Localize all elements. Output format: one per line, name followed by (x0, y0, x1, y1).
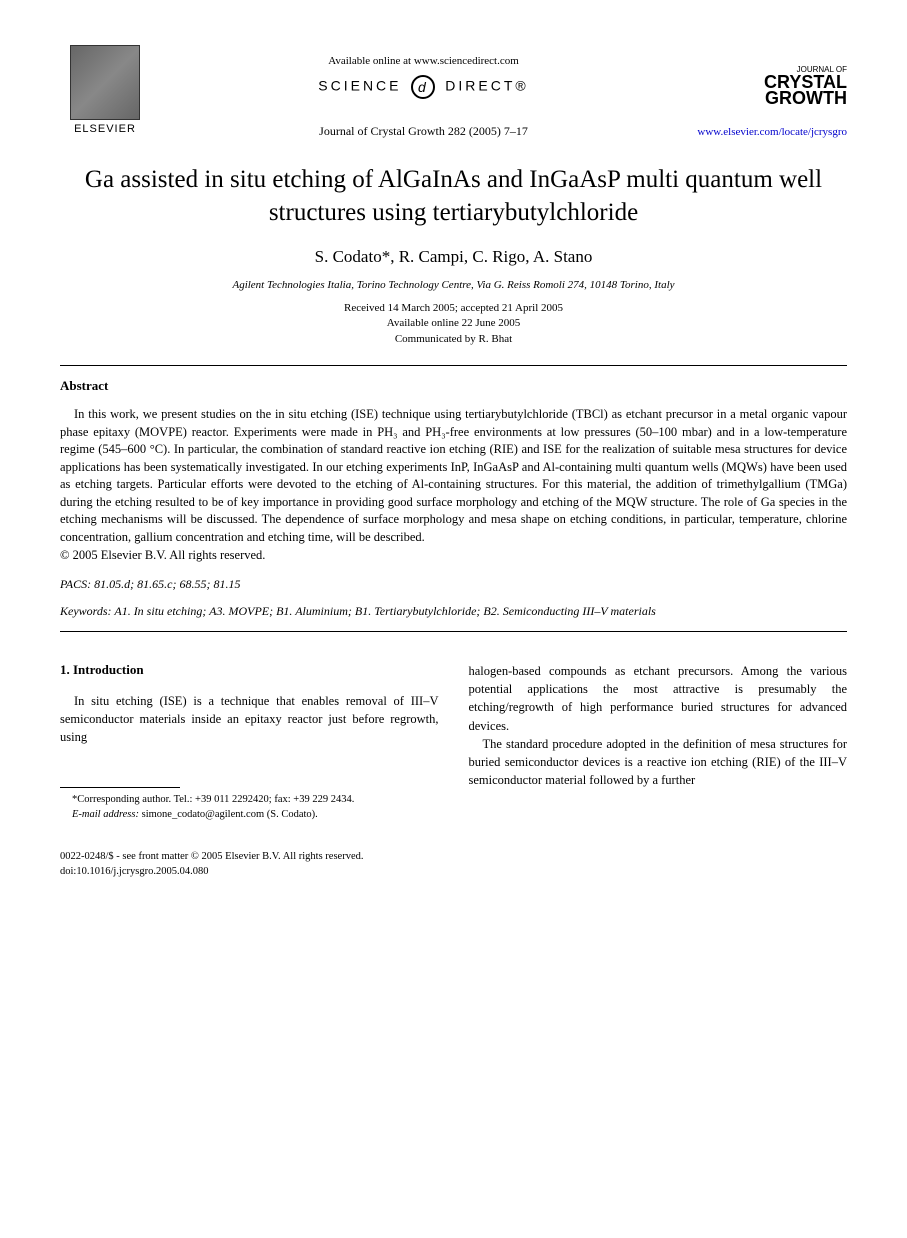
communicated-by: Communicated by R. Bhat (60, 332, 847, 347)
journal-url[interactable]: www.elsevier.com/locate/jcrysgro (697, 126, 847, 138)
footer-doi: doi:10.1016/j.jcrysgro.2005.04.080 (60, 865, 847, 880)
available-date: Available online 22 June 2005 (60, 316, 847, 331)
abstract-heading: Abstract (60, 378, 847, 394)
email-label: E-mail address: (72, 809, 139, 820)
introduction-heading: 1. Introduction (60, 662, 439, 678)
direct-text: DIRECT® (445, 78, 528, 94)
growth-text: GROWTH (697, 90, 847, 106)
at-icon: d (411, 75, 435, 99)
elsevier-label: ELSEVIER (74, 123, 136, 135)
keywords-values: A1. In situ etching; A3. MOVPE; B1. Alum… (114, 604, 655, 618)
journal-logo: JOURNAL OF CRYSTAL GROWTH www.elsevier.c… (697, 45, 847, 138)
article-dates: Received 14 March 2005; accepted 21 Apri… (60, 301, 847, 347)
center-header: Available online at www.sciencedirect.co… (150, 45, 697, 139)
intro-paragraph-1: In situ etching (ISE) is a technique tha… (60, 692, 439, 746)
pacs-values: 81.05.d; 81.65.c; 68.55; 81.15 (94, 577, 240, 591)
elsevier-tree-icon (70, 45, 140, 120)
footer-copyright: 0022-0248/$ - see front matter © 2005 El… (60, 850, 847, 865)
keywords-label: Keywords: (60, 604, 112, 618)
pacs: PACS: 81.05.d; 81.65.c; 68.55; 81.15 (60, 577, 847, 592)
email-address: simone_codato@agilent.com (S. Codato). (142, 809, 318, 820)
received-date: Received 14 March 2005; accepted 21 Apri… (60, 301, 847, 316)
left-column: 1. Introduction In situ etching (ISE) is… (60, 662, 439, 820)
abstract-text: In this work, we present studies on the … (60, 406, 847, 546)
page-footer: 0022-0248/$ - see front matter © 2005 El… (60, 850, 847, 879)
footnote-separator (60, 787, 180, 788)
sciencedirect-logo: SCIENCE d DIRECT® (318, 75, 528, 99)
keywords: Keywords: A1. In situ etching; A3. MOVPE… (60, 604, 847, 619)
email-footnote: E-mail address: simone_codato@agilent.co… (60, 809, 439, 820)
available-online-text: Available online at www.sciencedirect.co… (150, 55, 697, 67)
intro-paragraph-2: halogen-based compounds as etchant precu… (469, 662, 848, 735)
intro-paragraph-3: The standard procedure adopted in the de… (469, 735, 848, 789)
science-text: SCIENCE (318, 78, 401, 94)
right-column: halogen-based compounds as etchant precu… (469, 662, 848, 820)
body-columns: 1. Introduction In situ etching (ISE) is… (60, 662, 847, 820)
elsevier-logo: ELSEVIER (60, 45, 150, 135)
article-title: Ga assisted in situ etching of AlGaInAs … (60, 164, 847, 229)
divider (60, 365, 847, 366)
header-row: ELSEVIER Available online at www.science… (60, 45, 847, 139)
divider (60, 631, 847, 632)
copyright-text: © 2005 Elsevier B.V. All rights reserved… (60, 548, 847, 563)
affiliation: Agilent Technologies Italia, Torino Tech… (60, 279, 847, 291)
authors: S. Codato*, R. Campi, C. Rigo, A. Stano (60, 247, 847, 267)
pacs-label: PACS: (60, 577, 91, 591)
corresponding-author-footnote: *Corresponding author. Tel.: +39 011 229… (60, 793, 439, 808)
journal-reference: Journal of Crystal Growth 282 (2005) 7–1… (150, 124, 697, 139)
